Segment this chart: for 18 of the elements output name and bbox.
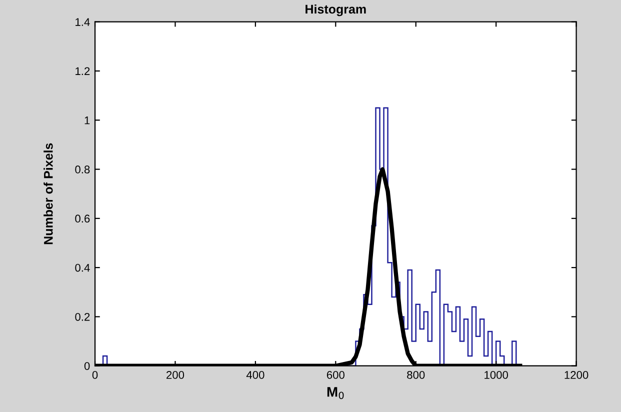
y-tick-label: 0 xyxy=(84,362,90,370)
chart-title: Histogram xyxy=(306,4,366,16)
x-tick-label: 1200 xyxy=(564,371,588,379)
x-tick-label: 1000 xyxy=(484,371,508,379)
y-tick-label: 0.2 xyxy=(75,312,90,321)
x-tick-label: 400 xyxy=(246,371,264,379)
x-tick-label: 200 xyxy=(166,371,184,379)
y-tick-label: 1.2 xyxy=(76,67,90,76)
x-tick-label: 600 xyxy=(326,371,344,379)
y-tick-label: 1 xyxy=(84,116,90,124)
y-tick-label: 0.8 xyxy=(75,166,90,174)
y-tick-label: 0.4 xyxy=(75,264,90,272)
y-tick-label: 1.4 xyxy=(76,18,90,26)
y-axis-title: Number of Pixels xyxy=(44,143,53,244)
y-tick-label: 0.6 xyxy=(75,214,90,223)
x-tick-label: 0 xyxy=(92,371,98,379)
x-tick-label: 800 xyxy=(407,371,425,379)
x-axis-title: M$_{0}$ xyxy=(327,387,344,400)
